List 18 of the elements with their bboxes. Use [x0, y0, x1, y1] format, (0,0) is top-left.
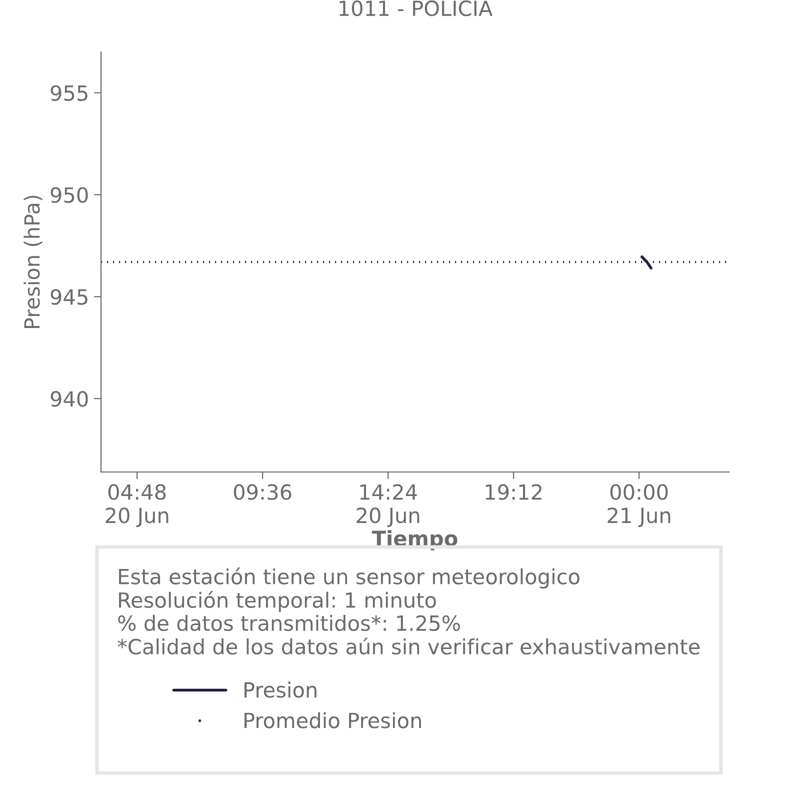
legend-label: Presion	[244, 682, 316, 698]
x-tick-label: 04:48 20 Jun	[106, 484, 168, 528]
text: *Calidad de los datos aún sin verificar exhaustivamente	[118, 638, 700, 655]
x-axis-title: Tiempo	[372, 530, 458, 550]
y-tick-label: 945	[50, 289, 88, 305]
legend-label: Promedio Presion	[244, 712, 421, 728]
y-tick-label: 940	[50, 391, 88, 407]
x-tick-label: 19:12	[486, 484, 542, 500]
y-axis-title: Presion (hPa)	[24, 196, 42, 328]
x-tick-label: 00:00 21 Jun	[608, 484, 670, 528]
y-tick-label: 955	[50, 85, 88, 101]
text: % de datos transmitidos*: 1.25%	[118, 614, 460, 632]
x-tick-label: 14:24 20 Jun	[356, 484, 420, 528]
x-tick-label: 09:36	[234, 484, 292, 500]
text: Resolución temporal: 1 minuto	[119, 591, 436, 612]
y-tick-label: 950	[50, 187, 88, 203]
chart-title: 1011 - POLICIA	[340, 0, 493, 16]
text: Esta estación tiene un sensor meteorologico	[119, 568, 580, 588]
